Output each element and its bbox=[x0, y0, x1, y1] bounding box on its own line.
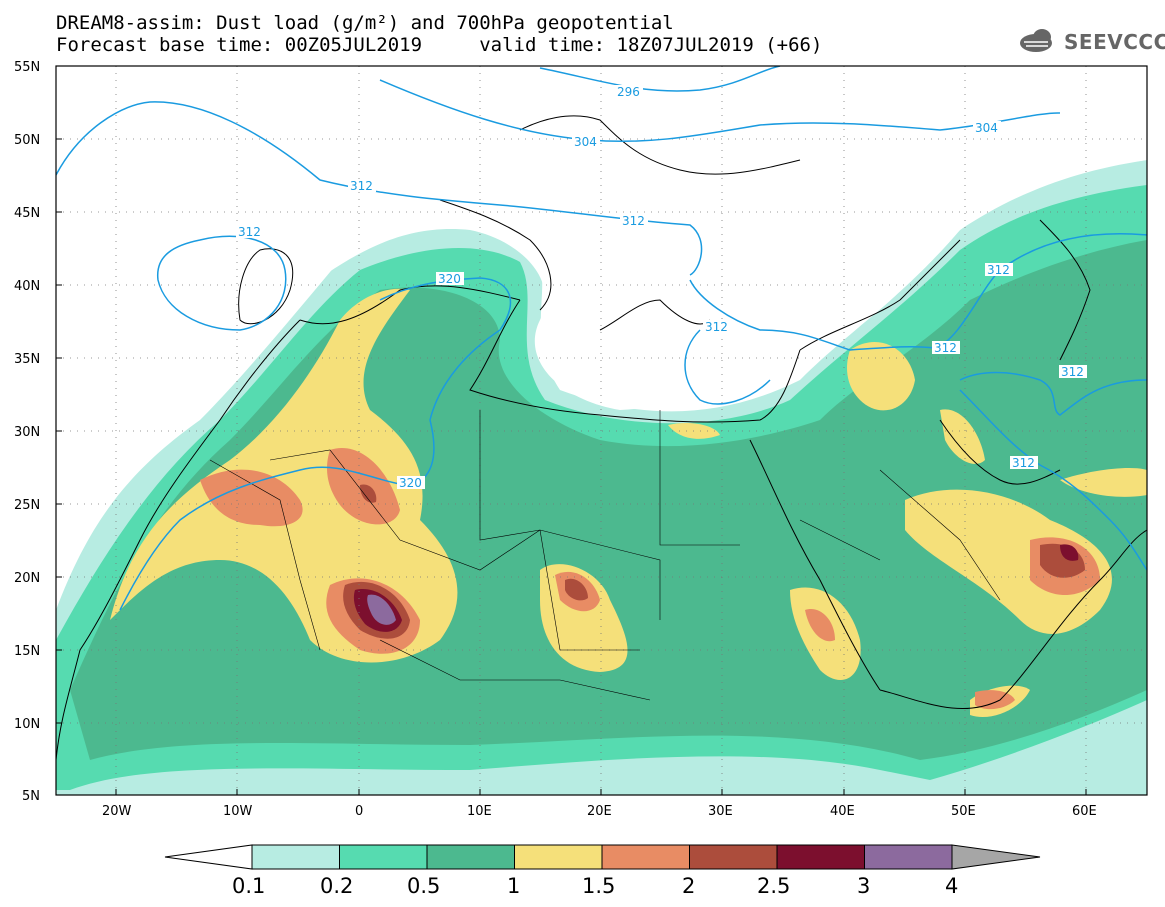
dust-field bbox=[56, 66, 1147, 795]
lon-label: 60E bbox=[1072, 804, 1097, 819]
colorbar-box bbox=[864, 844, 953, 870]
lon-label: 30E bbox=[708, 804, 733, 819]
colorbar-label: 1.5 bbox=[582, 874, 615, 898]
contour-312-gulf bbox=[959, 371, 1147, 416]
country-borders bbox=[209, 410, 1001, 701]
colorbar-box bbox=[251, 844, 340, 870]
contour-label: 304 bbox=[975, 121, 998, 135]
contour-312-east-med bbox=[689, 233, 1147, 351]
cloud-icon bbox=[1020, 29, 1052, 52]
longitude-labels: 20W 10W 0 10E 20E 30E 40E 50E 60E bbox=[102, 804, 1097, 819]
lat-label: 5N bbox=[22, 789, 40, 804]
lat-label: 45N bbox=[14, 206, 40, 221]
lat-label: 20N bbox=[14, 571, 40, 586]
lon-label: 40E bbox=[830, 804, 855, 819]
latitude-labels: 55N 50N 45N 40N 35N 30N 25N 20N 15N 10N … bbox=[14, 60, 40, 804]
contour-label: 312 bbox=[1012, 456, 1035, 470]
colorbar-over-arrow bbox=[951, 844, 1041, 870]
clear-area-europe bbox=[56, 66, 1147, 600]
contour-312-arabia bbox=[959, 389, 1147, 571]
colorbar-label: 0.1 bbox=[232, 874, 265, 898]
lat-label: 55N bbox=[14, 60, 40, 75]
contour-label: 312 bbox=[238, 225, 261, 239]
contour-label: 312 bbox=[934, 341, 957, 355]
colorbar-box bbox=[689, 844, 778, 870]
colorbar-label: 2.5 bbox=[757, 874, 790, 898]
contour-label: 320 bbox=[399, 476, 422, 490]
colorbar-label: 1 bbox=[507, 874, 520, 898]
contour-label: 320 bbox=[438, 272, 461, 286]
contour-label: 312 bbox=[622, 214, 645, 228]
colorbar-under-arrow bbox=[164, 844, 253, 870]
colorbar-box bbox=[514, 844, 603, 870]
lat-label: 50N bbox=[14, 133, 40, 148]
contour-304 bbox=[379, 79, 1061, 143]
contour-label: 312 bbox=[1061, 365, 1084, 379]
contour-label: 312 bbox=[350, 179, 373, 193]
lat-label: 35N bbox=[14, 352, 40, 367]
contour-312-mideast bbox=[684, 329, 771, 405]
colorbar-label: 2 bbox=[682, 874, 695, 898]
contour-296 bbox=[539, 66, 781, 92]
forecast-time-line: Forecast base time: 00Z05JUL2019 valid t… bbox=[56, 34, 823, 56]
lon-label: 20E bbox=[587, 804, 612, 819]
geopotential-contours bbox=[56, 66, 1147, 611]
contour-label-group: 296 304 304 312 312 312 312 312 312 312 … bbox=[236, 85, 1087, 490]
contour-label: 304 bbox=[574, 135, 597, 149]
dust-band-3 bbox=[367, 594, 396, 625]
logo-text: SEEVCCC bbox=[1064, 30, 1165, 54]
colorbar-labels: 0.1 0.2 0.5 1 1.5 2 2.5 3 4 bbox=[232, 874, 958, 898]
contour-label: 296 bbox=[617, 85, 640, 99]
contour-label: 312 bbox=[705, 320, 728, 334]
colorbar-box bbox=[776, 844, 865, 870]
lat-label: 30N bbox=[14, 425, 40, 440]
contour-320 bbox=[119, 277, 511, 611]
lon-label: 50E bbox=[951, 804, 976, 819]
contour-312-iberia bbox=[157, 235, 287, 331]
lon-label: 20W bbox=[102, 804, 132, 819]
colorbar-label: 0.5 bbox=[407, 874, 440, 898]
colorbar-box bbox=[426, 844, 515, 870]
tick-marks bbox=[56, 65, 1087, 795]
lat-label: 40N bbox=[14, 279, 40, 294]
colorbar-label: 3 bbox=[857, 874, 870, 898]
contour-label: 312 bbox=[987, 263, 1010, 277]
lon-label: 10W bbox=[223, 804, 253, 819]
logo bbox=[1020, 29, 1052, 52]
colorbar-label: 0.2 bbox=[320, 874, 353, 898]
colorbar-box bbox=[339, 844, 428, 870]
lon-label: 10E bbox=[467, 804, 492, 819]
colorbar: 0.1 0.2 0.5 1 1.5 2 2.5 3 4 bbox=[164, 844, 1041, 898]
lat-label: 25N bbox=[14, 498, 40, 513]
lat-label: 15N bbox=[14, 644, 40, 659]
coastlines bbox=[56, 115, 1147, 761]
colorbar-label: 4 bbox=[945, 874, 958, 898]
map-title: DREAM8-assim: Dust load (g/m²) and 700hP… bbox=[56, 12, 674, 34]
contour-312-west bbox=[56, 101, 703, 276]
lon-label: 0 bbox=[355, 804, 363, 819]
lat-label: 10N bbox=[14, 717, 40, 732]
colorbar-box bbox=[601, 844, 690, 870]
